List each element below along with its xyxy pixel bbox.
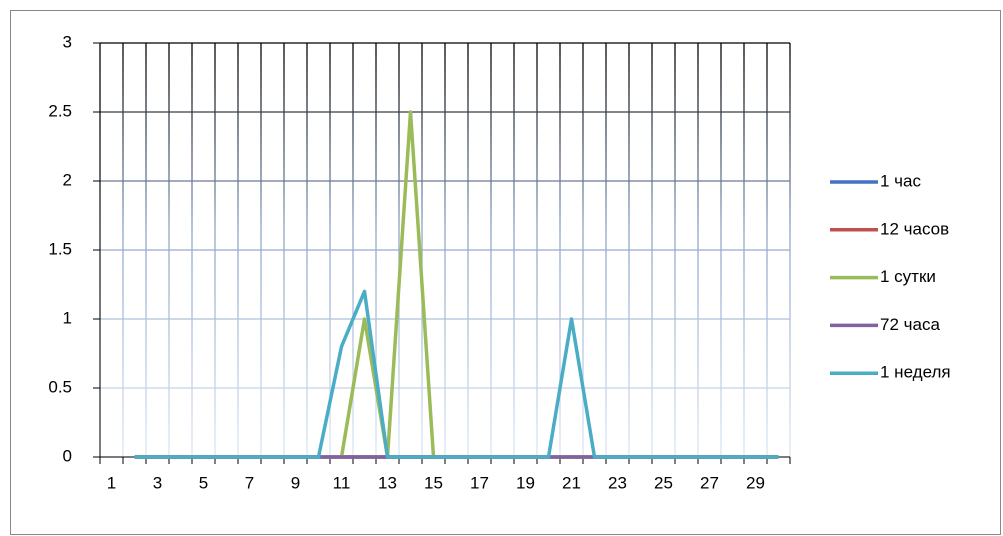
y-tick-label: 3	[63, 32, 72, 51]
y-tick-label: 2	[63, 170, 72, 189]
legend-label: 72 часа	[880, 315, 940, 334]
x-tick-label: 17	[470, 473, 489, 492]
x-tick-label: 11	[333, 473, 351, 492]
legend-label: 1 час	[880, 171, 921, 190]
x-tick-label: 3	[153, 473, 162, 492]
legend-label: 12 часов	[880, 219, 949, 238]
x-tick-label: 25	[654, 473, 673, 492]
x-tick-label: 7	[245, 473, 254, 492]
y-tick-label: 0.5	[48, 377, 72, 396]
x-tick-label: 1	[107, 473, 116, 492]
x-tick-label: 15	[424, 473, 443, 492]
chart-border	[10, 10, 1001, 535]
y-tick-label: 1	[63, 308, 72, 327]
x-tick-label: 23	[608, 473, 627, 492]
y-tick-label: 0	[63, 446, 72, 465]
x-tick-label: 19	[516, 473, 535, 492]
x-tick-label: 9	[291, 473, 300, 492]
y-tick-label: 1.5	[48, 239, 72, 258]
legend-label: 1 сутки	[880, 267, 936, 286]
legend-label: 1 неделя	[880, 363, 951, 382]
x-tick-label: 5	[199, 473, 208, 492]
x-tick-label: 29	[746, 473, 765, 492]
x-tick-label: 21	[562, 473, 581, 492]
x-tick-label: 13	[378, 473, 397, 492]
x-tick-label: 27	[700, 473, 719, 492]
y-tick-label: 2.5	[48, 101, 72, 120]
series-line	[134, 289, 779, 459]
